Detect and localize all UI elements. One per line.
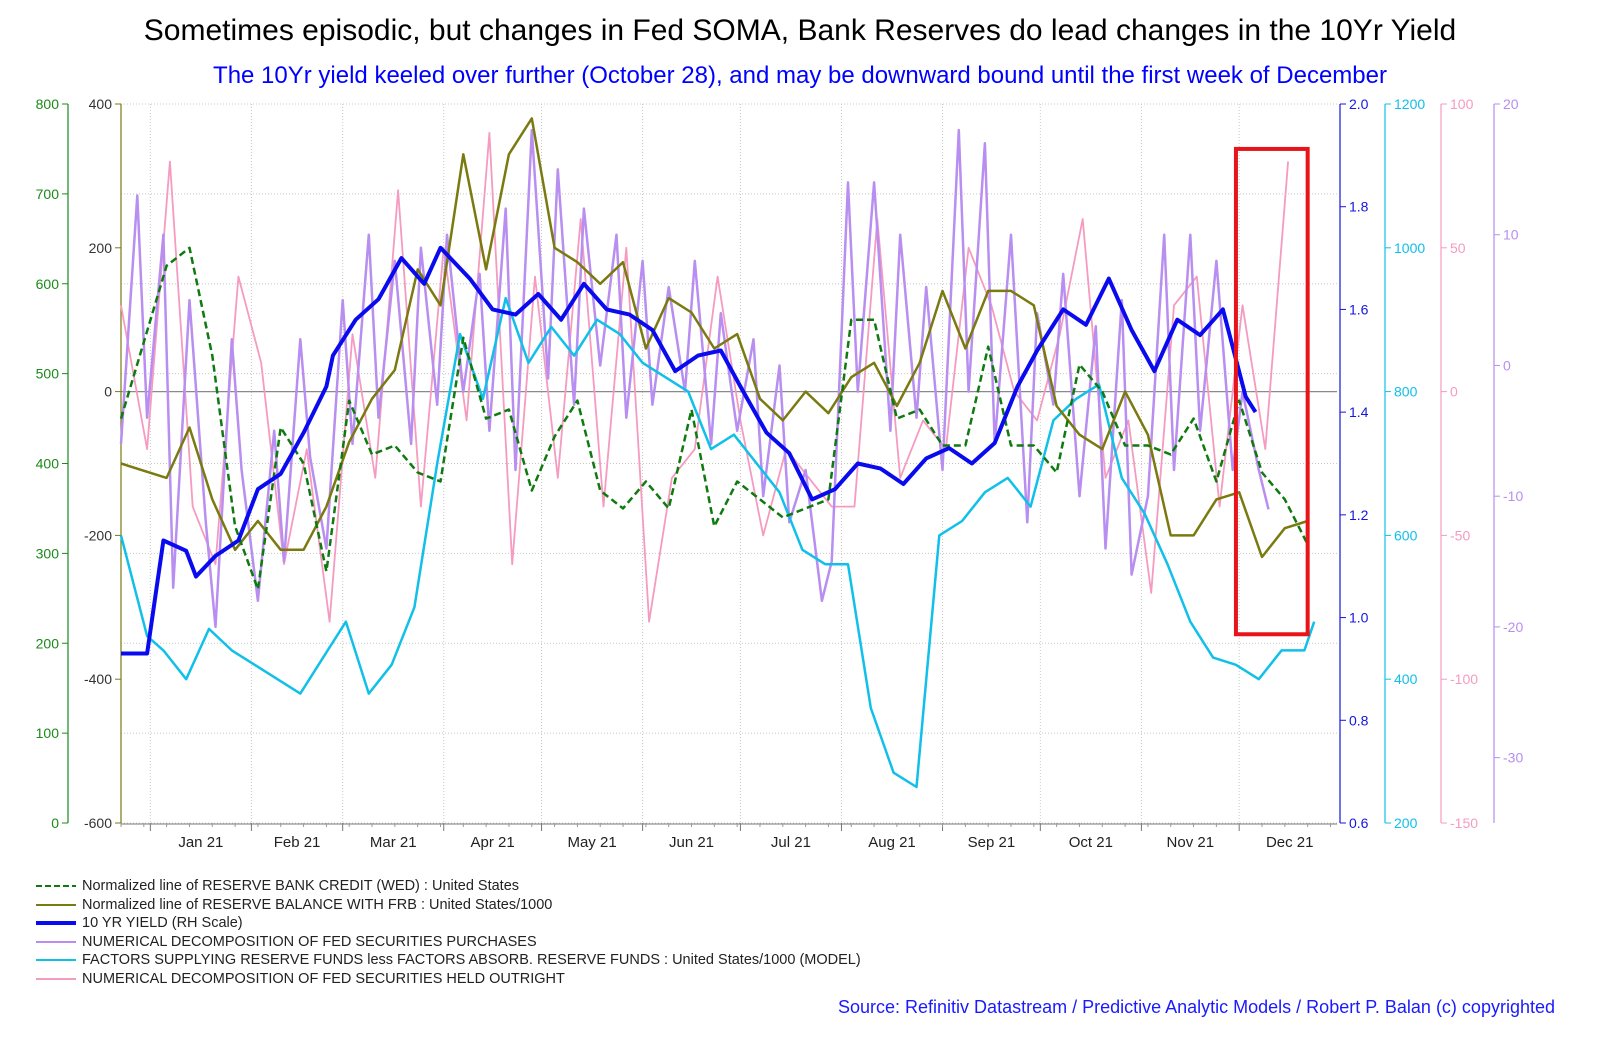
axis-tick-label-purchases: -30 [1503, 750, 1523, 766]
axis-tick-label-yield: 1.2 [1349, 507, 1369, 523]
axis-tick-label-reserve_balance: -400 [84, 671, 112, 687]
source-note: Source: Refinitiv Datastream / Predictiv… [838, 997, 1555, 1017]
axis-tick-label-held_outright: -150 [1450, 815, 1478, 831]
series-line-yield [121, 245, 1258, 656]
axis-tick-label-reserve_balance: 400 [89, 96, 113, 112]
axis-tick-label-reserve_credit: 700 [36, 186, 60, 202]
axis-tick-label-reserve_credit: 400 [36, 456, 60, 472]
x-tick-label: Dec 21 [1266, 834, 1314, 851]
legend-item: Normalized line of RESERVE BALANCE WITH … [36, 896, 861, 915]
x-tick-label: May 21 [567, 834, 616, 851]
axis-tick-label-reserve_balance: -600 [84, 815, 112, 831]
legend-item: NUMERICAL DECOMPOSITION OF FED SECURITIE… [36, 933, 861, 952]
axis-tick-label-held_outright: 0 [1450, 384, 1458, 400]
axis-tick-label-reserve_credit: 300 [36, 545, 60, 561]
axis-tick-label-factors: 200 [1394, 815, 1418, 831]
x-tick-label: Sep 21 [968, 834, 1016, 851]
series-line-purchases [119, 128, 1270, 629]
legend-item: NUMERICAL DECOMPOSITION OF FED SECURITIE… [36, 970, 861, 989]
x-tick-label: Mar 21 [370, 834, 417, 851]
series-line-reserve_credit [119, 246, 1309, 591]
axis-tick-label-purchases: -20 [1503, 619, 1523, 635]
axis-tick-label-factors: 1000 [1394, 240, 1425, 256]
axis-tick-label-held_outright: -50 [1450, 527, 1470, 543]
axis-tick-label-yield: 0.6 [1349, 815, 1369, 831]
axis-tick-label-reserve_balance: -200 [84, 527, 112, 543]
axis-tick-label-purchases: 10 [1503, 227, 1519, 243]
legend-item: Normalized line of RESERVE BANK CREDIT (… [36, 877, 861, 896]
legend-item: 10 YR YIELD (RH Scale) [36, 914, 861, 933]
legend-swatch [36, 903, 76, 906]
legend-item: FACTORS SUPPLYING RESERVE FUNDS less FAC… [36, 951, 861, 970]
x-tick-label: Jul 21 [771, 834, 811, 851]
legend-swatch [36, 921, 76, 926]
x-tick-label: Oct 21 [1069, 834, 1113, 851]
x-tick-label: Feb 21 [274, 834, 321, 851]
axis-tick-label-yield: 0.8 [1349, 712, 1369, 728]
legend-label: FACTORS SUPPLYING RESERVE FUNDS less FAC… [82, 952, 861, 968]
legend-swatch [36, 977, 76, 980]
axis-tick-label-reserve_credit: 500 [36, 366, 60, 382]
axis-tick-label-yield: 1.0 [1349, 610, 1369, 626]
x-tick-label: Nov 21 [1167, 834, 1215, 851]
axis-tick-label-purchases: 20 [1503, 96, 1519, 112]
axis-tick-label-factors: 1200 [1394, 96, 1425, 112]
axis-tick-label-purchases: 0 [1503, 357, 1511, 373]
x-tick-label: Aug 21 [868, 834, 916, 851]
legend-swatch [36, 959, 76, 962]
legend-label: NUMERICAL DECOMPOSITION OF FED SECURITIE… [82, 970, 565, 987]
axis-tick-label-reserve_credit: 600 [36, 276, 60, 292]
axis-tick-label-yield: 1.6 [1349, 301, 1369, 317]
axis-tick-label-held_outright: 50 [1450, 240, 1466, 256]
legend-label: Normalized line of RESERVE BALANCE WITH … [82, 896, 553, 913]
chart-title: Sometimes episodic, but changes in Fed S… [143, 14, 1457, 47]
chart-subtitle: The 10Yr yield keeled over further (Octo… [213, 62, 1387, 89]
axis-tick-label-held_outright: 100 [1450, 96, 1474, 112]
legend-label: Normalized line of RESERVE BANK CREDIT (… [82, 878, 520, 894]
highlight-box [1233, 146, 1310, 637]
axis-tick-label-reserve_credit: 0 [51, 815, 59, 831]
series-line-factors [119, 296, 1316, 789]
axis-tick-label-reserve_balance: 0 [104, 384, 112, 400]
legend-label: 10 YR YIELD (RH Scale) [82, 915, 243, 931]
x-tick-label: Jun 21 [669, 834, 714, 851]
chart-plot: 0100200300400500600700800-600-400-200020… [36, 96, 1524, 851]
axis-tick-label-yield: 1.8 [1349, 199, 1369, 215]
x-tick-label: Jan 21 [178, 834, 223, 851]
legend-swatch [36, 940, 76, 943]
legend-swatch [36, 885, 76, 888]
axis-tick-label-factors: 400 [1394, 671, 1418, 687]
legend-label: NUMERICAL DECOMPOSITION OF FED SECURITIE… [82, 933, 537, 950]
axis-tick-label-factors: 600 [1394, 527, 1418, 543]
axis-tick-label-purchases: -10 [1503, 488, 1523, 504]
axis-tick-label-reserve_credit: 800 [36, 96, 60, 112]
axis-tick-label-held_outright: -100 [1450, 671, 1478, 687]
axis-tick-label-yield: 2.0 [1349, 96, 1369, 112]
x-tick-label: Apr 21 [471, 834, 515, 851]
axis-tick-label-reserve_credit: 100 [36, 725, 60, 741]
axis-tick-label-reserve_balance: 200 [89, 240, 113, 256]
chart-legend: Normalized line of RESERVE BANK CREDIT (… [36, 877, 861, 988]
series-line-reserve_balance [120, 117, 1309, 559]
axis-tick-label-factors: 800 [1394, 384, 1418, 400]
axis-tick-label-yield: 1.4 [1349, 404, 1369, 420]
axis-tick-label-reserve_credit: 200 [36, 635, 60, 651]
